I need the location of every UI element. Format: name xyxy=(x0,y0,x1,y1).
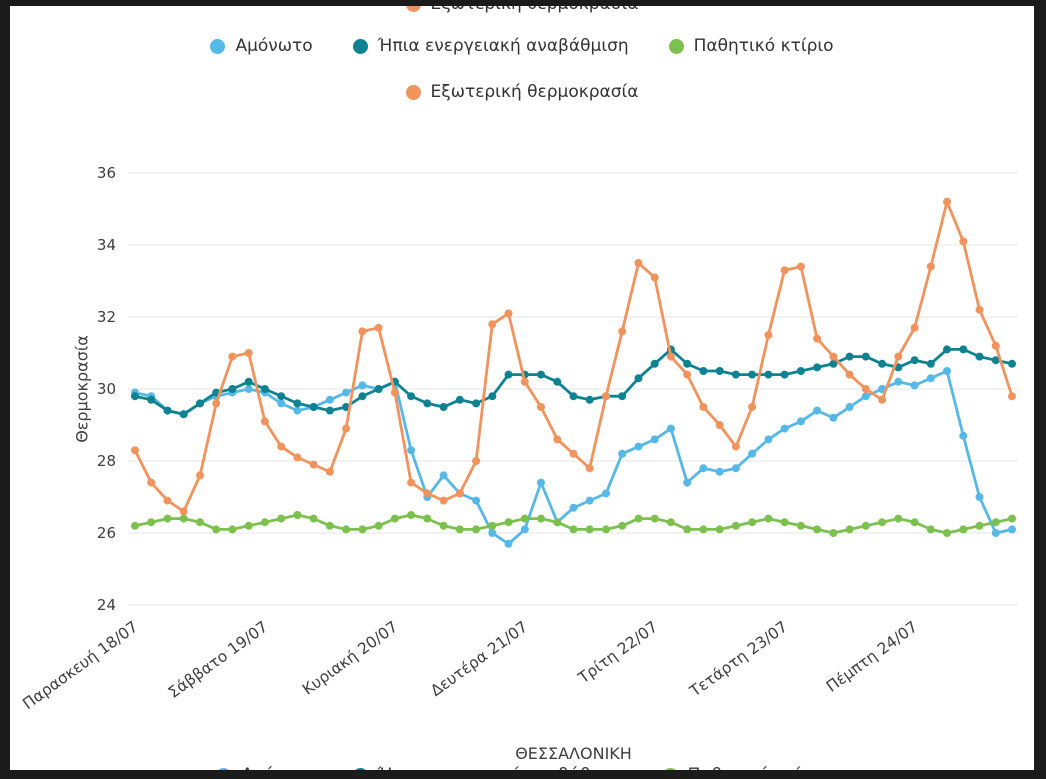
svg-text:24: 24 xyxy=(97,596,116,614)
legend-item-pathitiko-ktirio[interactable]: Παθητικό κτίριο xyxy=(668,36,834,56)
svg-text:30: 30 xyxy=(97,380,116,398)
legend-item-amonoto[interactable]: Αμόνωτο xyxy=(210,36,313,56)
legend-dot-orange-icon xyxy=(405,84,421,100)
temperature-line-chart: 24 26 28 30 32 34 36 Παρασκευή 18/07 Σάββατο 19/… xyxy=(19,164,1018,713)
legend-label: Ήπια ενεργειακή αναβάθμιση xyxy=(378,765,629,770)
legend-item-ipia-clipped: Ήπια ενεργειακή αναβάθμιση xyxy=(352,765,629,770)
legend-label: Εξωτερική θερμοκρασία xyxy=(430,82,639,102)
svg-text:Σάββατο 19/07: Σάββατο 19/07 xyxy=(165,618,271,702)
svg-text:Δευτέρα 21/07: Δευτέρα 21/07 xyxy=(427,618,531,700)
legend-label: Αμόνωτο xyxy=(241,765,318,770)
svg-text:26: 26 xyxy=(97,524,116,542)
legend-item-pathitiko-clipped: Παθητικό κτίριο xyxy=(662,765,828,770)
legend-row-2: Εξωτερική θερμοκρασία xyxy=(10,82,1034,102)
legend-dot-teal-icon xyxy=(352,38,368,54)
svg-text:Πέμπτη 24/07: Πέμπτη 24/07 xyxy=(823,618,921,696)
svg-text:Κυριακή 20/07: Κυριακή 20/07 xyxy=(299,618,401,699)
legend-label: Παθητικό κτίριο xyxy=(688,765,828,770)
legend-dot-teal-icon xyxy=(352,767,368,770)
legend-label: Εξωτερική θερμοκρασία xyxy=(431,6,639,14)
svg-text:Τετάρτη 23/07: Τετάρτη 23/07 xyxy=(686,618,791,701)
legend-dot-green-icon xyxy=(662,767,678,770)
legend-label: Αμόνωτο xyxy=(235,36,313,56)
legend-dot-blue-icon xyxy=(216,767,232,770)
svg-text:32: 32 xyxy=(97,308,116,326)
legend-dot-green-icon xyxy=(668,38,684,54)
legend-item-exoteriki-thermokrasia[interactable]: Εξωτερική θερμοκρασία xyxy=(405,82,639,102)
svg-text:36: 36 xyxy=(97,164,116,182)
legend-item-ipia-energeiaki-anavathmisi[interactable]: Ήπια ενεργειακή αναβάθμιση xyxy=(352,36,629,56)
legend-dot-orange-icon xyxy=(405,6,421,12)
clipped-legend-bottom: Αμόνωτο Ήπια ενεργειακή αναβάθμιση Παθητ… xyxy=(10,765,1034,770)
x-axis-title: ΘΕΣΣΑΛΟΝΙΚΗ xyxy=(515,744,632,763)
legend-item-amonoto-clipped: Αμόνωτο xyxy=(216,765,319,770)
legend-label: Παθητικό κτίριο xyxy=(693,36,834,56)
svg-text:Παρασκευή 18/07: Παρασκευή 18/07 xyxy=(19,618,141,713)
svg-text:Τρίτη 22/07: Τρίτη 22/07 xyxy=(574,618,661,688)
svg-text:34: 34 xyxy=(97,236,116,254)
legend-item-exoteriki-thermokrasia-clipped: Εξωτερική θερμοκρασία xyxy=(405,6,639,14)
chart-panel: Εξωτερική θερμοκρασία Αμόνωτο Ήπια ενεργ… xyxy=(10,6,1034,770)
legend-dot-blue-icon xyxy=(210,38,226,54)
legend-row-1: Αμόνωτο Ήπια ενεργειακή αναβάθμιση Παθητ… xyxy=(10,36,1034,56)
svg-text:28: 28 xyxy=(97,452,116,470)
legend-label: Ήπια ενεργειακή αναβάθμιση xyxy=(377,36,629,56)
clipped-legend-top: Εξωτερική θερμοκρασία xyxy=(10,6,1034,14)
